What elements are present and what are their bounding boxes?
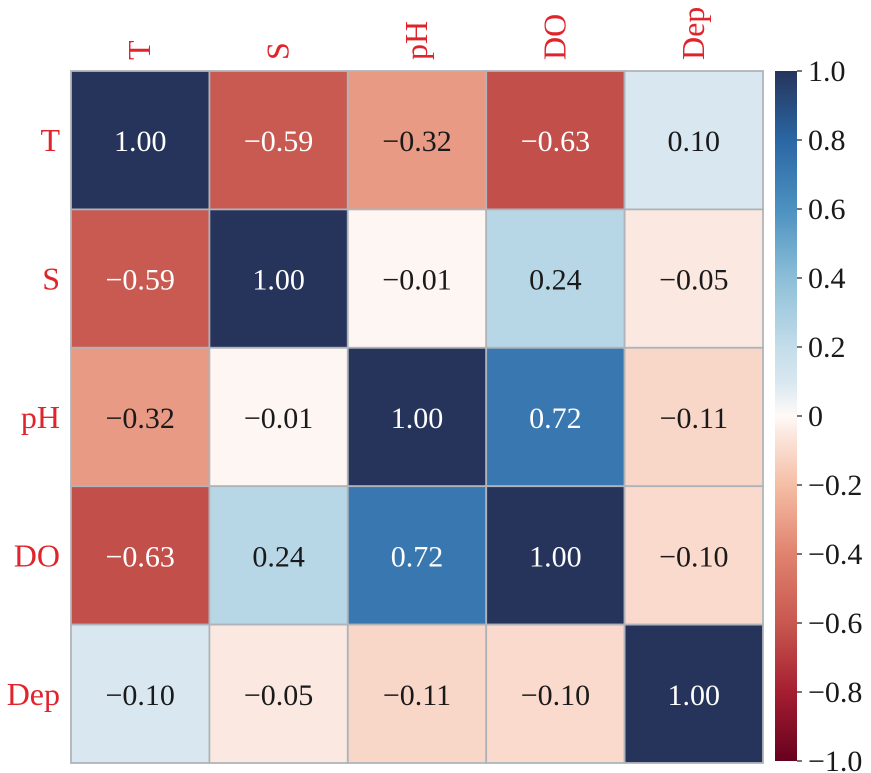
x-tick-label-S: S (260, 42, 296, 60)
colorbar-tick-label: −1.0 (808, 745, 862, 773)
heatmap-cell-DO-DO (485, 485, 626, 626)
cell-value-label: 0.72 (391, 540, 444, 573)
heatmap-cell-pH-S (208, 346, 349, 488)
colorbar-tick-label: 0.6 (808, 193, 846, 226)
heatmap-cell-labels: 1.00 −0.59 −0.32 −0.63 0.10 −0.59 1.00 −0.01 0.2… (105, 125, 728, 712)
heatmap-cell-pH-Dep (623, 346, 764, 488)
colorbar: 1.0 0.8 0.6 0.4 0.2 0 −0.2 −0.4 −0.6 −0.8 −1.0 (775, 55, 862, 773)
colorbar-tick-label: −0.6 (808, 607, 862, 640)
cell-value-label: −0.59 (105, 264, 174, 297)
y-tick-label-pH: pH (21, 399, 60, 435)
cell-value-label: −0.11 (660, 402, 728, 435)
x-tick-label-Dep: Dep (675, 7, 711, 60)
y-axis-labels: T SpH DO Dep (7, 122, 61, 712)
heatmap-cell-Dep-pH (346, 623, 488, 764)
cell-value-label: 0.72 (529, 402, 582, 435)
cell-value-label: 0.24 (529, 264, 582, 297)
y-tick-label-DO: DO (14, 537, 60, 573)
cell-value-label: −0.05 (659, 264, 728, 297)
heatmap-cell-S-T (70, 208, 211, 349)
y-tick-label-S: S (42, 261, 60, 297)
cell-value-label: −0.63 (521, 125, 590, 158)
cell-value-label: −0.10 (659, 540, 728, 573)
cell-value-label: −0.01 (244, 402, 313, 435)
x-tick-label-DO: DO (536, 14, 572, 60)
colorbar-tick-label: 0.2 (808, 331, 846, 364)
colorbar-tick-label: 0.8 (808, 124, 846, 157)
colorbar-tick-label: −0.2 (808, 469, 862, 502)
colorbar-tick-label: 0.4 (808, 262, 846, 295)
heatmap-cell-S-pH (346, 208, 488, 349)
heatmap-cell-DO-S (208, 485, 349, 626)
heatmap-cell-T-T (70, 70, 211, 211)
colorbar-tick-label: −0.4 (808, 538, 862, 571)
heatmap-cell-DO-T (70, 485, 211, 626)
heatmap-cell-DO-Dep (623, 485, 764, 626)
cell-value-label: −0.63 (105, 540, 174, 573)
x-tick-label-pH: pH (398, 21, 434, 60)
heatmap-cell-T-Dep (623, 70, 764, 211)
colorbar-tick-label: 0 (808, 400, 823, 433)
heatmap-cell-DO-pH (346, 485, 488, 626)
cell-value-label: 1.00 (529, 540, 582, 573)
heatmap-cell-T-pH (346, 70, 488, 211)
heatmap-cell-pH-DO (485, 346, 626, 488)
x-tick-label-T: T (121, 40, 157, 60)
cell-value-label: −0.05 (244, 679, 313, 712)
cell-value-label: −0.10 (105, 679, 174, 712)
cell-value-label: −0.32 (382, 125, 451, 158)
cell-value-label: 1.00 (114, 125, 167, 158)
heatmap-cell-pH-pH (346, 346, 488, 488)
cell-value-label: −0.11 (383, 679, 451, 712)
heatmap-cell-Dep-Dep (623, 623, 764, 764)
heatmap-cell-Dep-S (208, 623, 349, 764)
cell-value-label: −0.01 (382, 264, 451, 297)
cell-value-label: −0.10 (521, 679, 590, 712)
cell-value-label: 1.00 (252, 264, 305, 297)
heatmap-cell-T-S (208, 70, 349, 211)
colorbar-tick-label: 1.0 (808, 55, 846, 88)
cell-value-label: −0.59 (244, 125, 313, 158)
cell-value-label: 1.00 (668, 679, 721, 712)
heatmap-cell-S-Dep (623, 208, 764, 349)
heatmap-cell-T-DO (485, 70, 626, 211)
colorbar-gradient (775, 71, 797, 761)
y-tick-label-Dep: Dep (7, 676, 60, 712)
cell-value-label: −0.32 (105, 402, 174, 435)
heatmap-cells (70, 70, 764, 764)
heatmap-cell-Dep-T (70, 623, 211, 764)
cell-value-label: 0.24 (252, 540, 305, 573)
y-tick-label-T: T (40, 122, 60, 158)
colorbar-tick-label: −0.8 (808, 676, 862, 709)
cell-value-label: 0.10 (668, 125, 721, 158)
cell-value-label: 1.00 (391, 402, 444, 435)
